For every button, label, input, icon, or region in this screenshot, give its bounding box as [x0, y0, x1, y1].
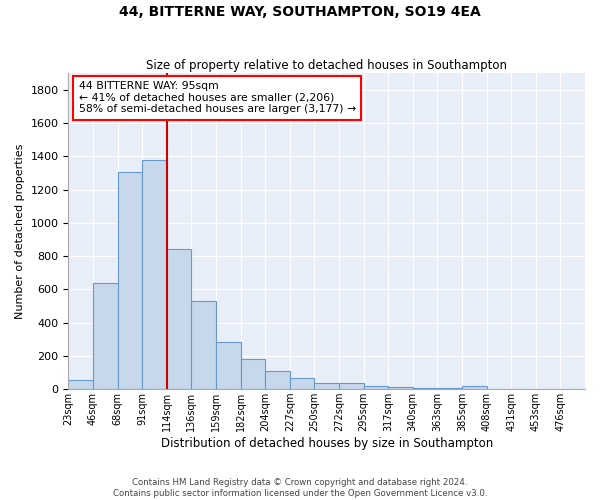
Bar: [191, 301, 216, 389]
Y-axis label: Number of detached properties: Number of detached properties: [15, 144, 25, 319]
Bar: [364, 386, 388, 389]
Bar: [93, 282, 118, 389]
X-axis label: Distribution of detached houses by size in Southampton: Distribution of detached houses by size …: [161, 437, 493, 450]
Bar: [314, 383, 339, 389]
Bar: [265, 371, 290, 389]
Bar: [413, 388, 437, 389]
Bar: [290, 378, 314, 389]
Bar: [388, 386, 413, 389]
Bar: [68, 380, 93, 389]
Bar: [167, 248, 191, 389]
Text: 44, BITTERNE WAY, SOUTHAMPTON, SO19 4EA: 44, BITTERNE WAY, SOUTHAMPTON, SO19 4EA: [119, 5, 481, 19]
Bar: [216, 342, 241, 389]
Bar: [142, 160, 167, 389]
Title: Size of property relative to detached houses in Southampton: Size of property relative to detached ho…: [146, 59, 507, 72]
Text: 44 BITTERNE WAY: 95sqm
← 41% of detached houses are smaller (2,206)
58% of semi-: 44 BITTERNE WAY: 95sqm ← 41% of detached…: [79, 81, 356, 114]
Bar: [437, 388, 462, 389]
Bar: [118, 172, 142, 389]
Bar: [241, 358, 265, 389]
Text: Contains HM Land Registry data © Crown copyright and database right 2024.
Contai: Contains HM Land Registry data © Crown c…: [113, 478, 487, 498]
Bar: [339, 383, 364, 389]
Bar: [462, 386, 487, 389]
